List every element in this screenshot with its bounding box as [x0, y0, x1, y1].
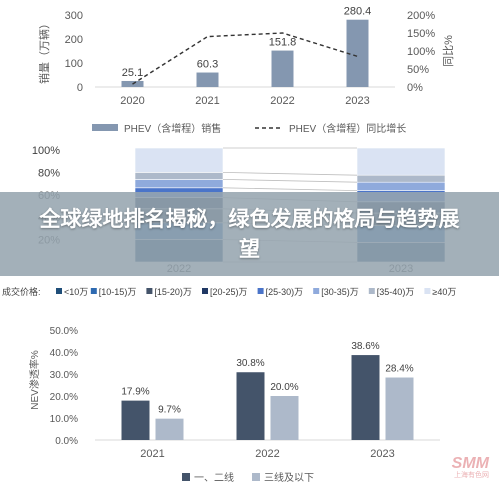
c3-data-label: 17.9% — [121, 387, 149, 398]
c1-y2label: 同比% — [442, 35, 455, 67]
c2-bar-segment — [356, 181, 446, 191]
c2-legend-label: [30-35)万 — [321, 287, 359, 297]
c1-y2tick-label: 0% — [407, 82, 423, 94]
watermark-logo-text: SMM — [451, 455, 489, 472]
c1-y2tick-label: 200% — [407, 10, 435, 22]
c3-xtick-label: 2023 — [370, 448, 394, 460]
c3-bar — [121, 400, 150, 440]
c3-ylabel: NEV渗透率% — [28, 350, 41, 410]
c1-legend-label: PHEV（含增程）销售 — [124, 122, 221, 135]
c2-bar-segment — [134, 147, 224, 173]
c3-bar — [236, 372, 265, 440]
c2-connector-line — [222, 179, 358, 183]
c1-bar — [346, 19, 369, 87]
c2-ytick-label: 100% — [32, 145, 60, 157]
c1-xtick-label: 2022 — [270, 95, 294, 107]
c1-y2tick-label: 150% — [407, 28, 435, 40]
c1-y2tick-label: 100% — [407, 46, 435, 58]
c3-ytick-label: 50.0% — [50, 326, 78, 337]
c3-data-label: 20.0% — [270, 382, 298, 393]
c1-legend-swatch-bar — [92, 124, 118, 131]
banner-title: 全球绿地排名揭秘，绿色发展的格局与趋势展望 — [39, 207, 460, 261]
c2-ytick-label: 80% — [38, 167, 60, 179]
c2-bar-segment — [134, 179, 224, 189]
watermark-sub-text: 上海有色网 — [454, 472, 489, 479]
c1-data-label: 151.8 — [269, 37, 297, 49]
c2-legend-swatch — [424, 288, 431, 294]
c3-data-label: 30.8% — [236, 358, 264, 369]
c1-data-label: 25.1 — [122, 67, 143, 79]
c3-ytick-label: 0.0% — [55, 436, 78, 447]
title-banner: 全球绿地排名揭秘，绿色发展的格局与趋势展望 — [0, 192, 499, 276]
watermark-logo: SMM 上海有色网 — [452, 456, 489, 480]
c2-legend-swatch — [368, 288, 375, 294]
c3-xtick-label: 2021 — [140, 448, 164, 460]
c2-connector-line — [222, 172, 358, 176]
c1-ytick-label: 100 — [65, 58, 83, 70]
c2-connector-line — [222, 187, 358, 191]
c3-ytick-label: 10.0% — [50, 414, 78, 425]
c2-legend-swatch — [56, 288, 62, 294]
c1-bar — [271, 50, 294, 87]
c1-xtick-label: 2020 — [120, 95, 144, 107]
c3-legend-swatch — [182, 473, 190, 481]
c3-data-label: 28.4% — [385, 364, 413, 375]
c2-bar-segment — [356, 147, 446, 176]
c1-ytick-label: 0 — [77, 82, 83, 94]
c2-legend-label: [25-30)万 — [266, 287, 304, 297]
c1-yoy-line — [132, 32, 358, 85]
c3-data-label: 38.6% — [351, 341, 379, 352]
c1-bar — [196, 72, 219, 87]
c3-bar — [385, 377, 414, 440]
c2-bar-segment — [134, 172, 224, 180]
c1-xtick-label: 2021 — [195, 95, 219, 107]
c3-legend-label: 三线及以下 — [264, 471, 314, 484]
c2-legend-label: [20-25)万 — [210, 287, 248, 297]
c2-bar-segment — [356, 174, 446, 183]
c3-bar — [270, 396, 299, 440]
c3-legend-swatch — [252, 473, 260, 481]
c3-data-label: 9.7% — [158, 405, 181, 416]
c2-legend-swatch — [202, 288, 208, 294]
c2-legend-prefix: 成交价格: — [2, 286, 41, 297]
c2-legend-swatch — [146, 288, 153, 294]
c1-ytick-label: 200 — [65, 34, 83, 46]
c3-legend-label: 一、二线 — [194, 471, 234, 484]
c2-legend-label: <10万 — [64, 287, 88, 297]
c2-legend-swatch — [257, 288, 264, 294]
c3-bar — [155, 418, 184, 440]
c3-xtick-label: 2022 — [255, 448, 279, 460]
c1-legend-label: PHEV（含增程）同比增长 — [289, 122, 406, 135]
c2-legend-label: [10-15)万 — [99, 287, 137, 297]
c1-data-label: 280.4 — [344, 6, 372, 18]
c1-ylabel: 销量（万辆） — [37, 18, 51, 84]
c3-ytick-label: 40.0% — [50, 348, 78, 359]
c1-data-label: 60.3 — [197, 59, 218, 71]
c2-legend-swatch — [90, 288, 97, 294]
c2-legend-label: [35-40)万 — [377, 287, 415, 297]
c1-xtick-label: 2023 — [345, 95, 369, 107]
c3-ytick-label: 20.0% — [50, 392, 78, 403]
c2-legend-label: ≥40万 — [432, 287, 456, 297]
c1-ytick-label: 300 — [65, 10, 83, 22]
c1-y2tick-label: 50% — [407, 64, 429, 76]
c2-legend-label: [15-20)万 — [154, 287, 192, 297]
c3-ytick-label: 30.0% — [50, 370, 78, 381]
c3-bar — [351, 355, 380, 440]
c2-legend-swatch — [313, 288, 320, 294]
